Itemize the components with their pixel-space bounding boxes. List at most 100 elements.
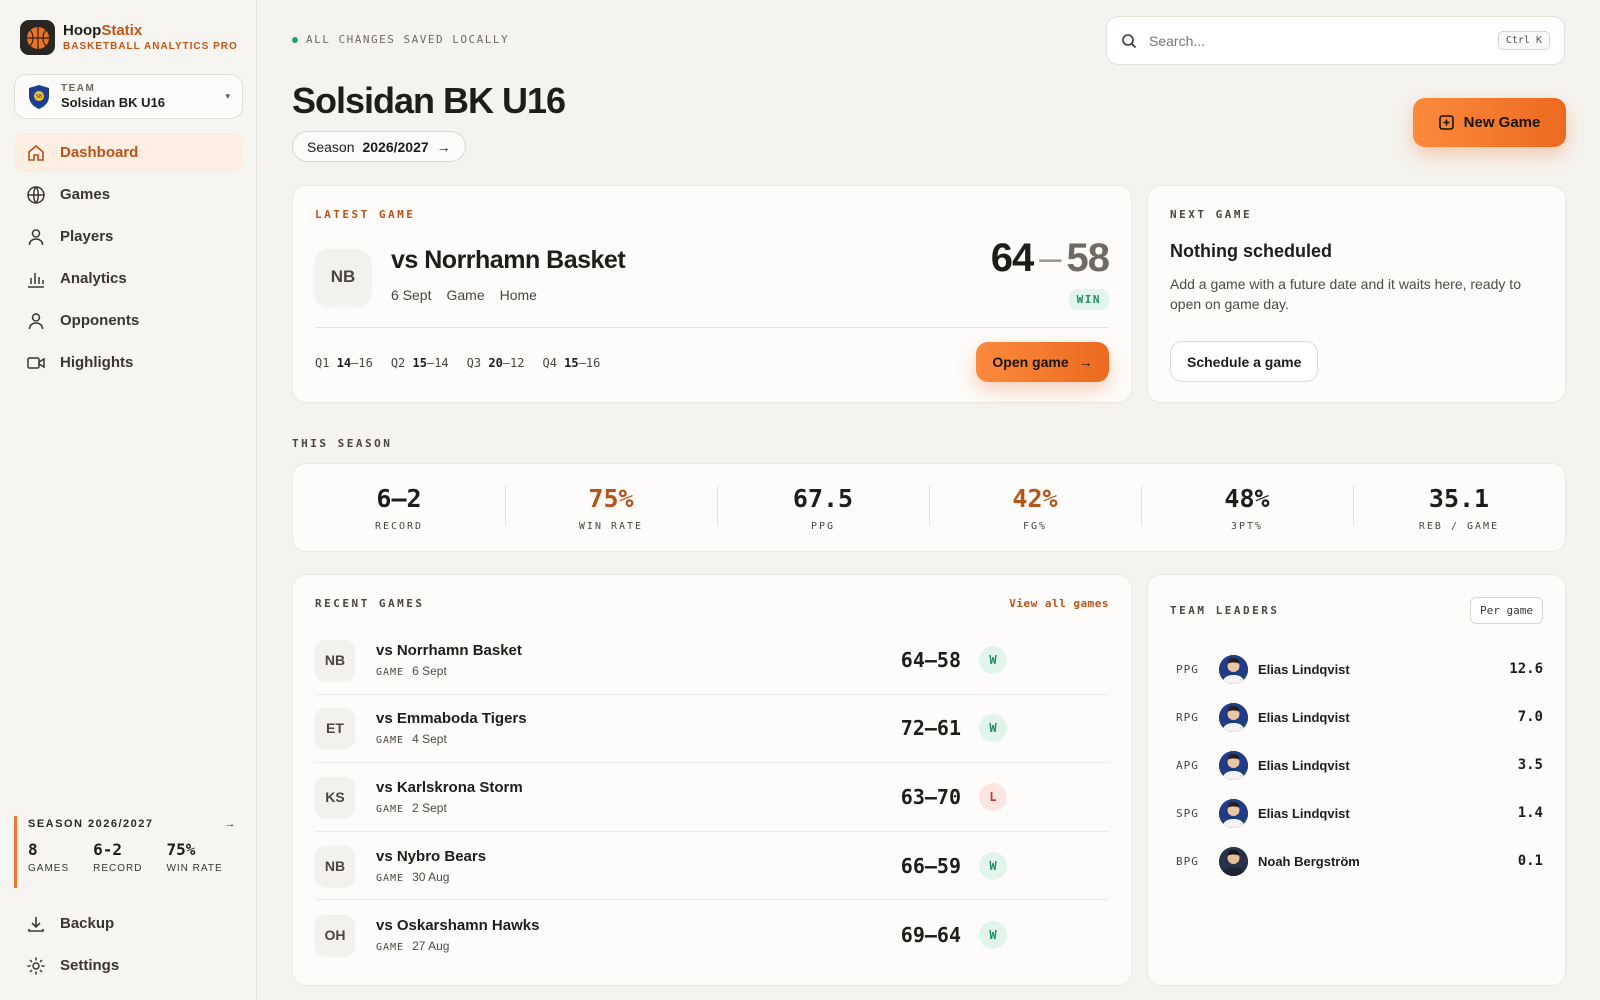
gear-icon	[27, 957, 45, 974]
nav-label: Backup	[60, 915, 115, 932]
sidebar: HoopStatix BASKETBALL ANALYTICS PRO SB T…	[0, 0, 257, 1000]
nav-label: Dashboard	[60, 144, 139, 161]
stat-label: WIN RATE	[166, 863, 223, 874]
stat-win-rate: 75% WIN RATE	[505, 484, 717, 532]
game-row[interactable]: KS vs Karlskrona Storm GAME 2 Sept 63–70 …	[315, 763, 1109, 832]
next-game-eyebrow: NEXT GAME	[1170, 208, 1253, 221]
game-row[interactable]: OH vs Oskarshamn Hawks GAME 27 Aug 69–64 …	[315, 900, 1109, 969]
basketball-logo-icon	[20, 20, 55, 55]
stat-label: PPG	[810, 520, 836, 532]
next-game-card: NEXT GAME Nothing scheduled Add a game w…	[1147, 185, 1566, 403]
main-nav: Dashboard Games Players Analytics Oppone…	[14, 133, 243, 385]
user-icon	[28, 312, 44, 329]
nav-item-highlights[interactable]: Highlights	[14, 343, 243, 382]
brand-name: HoopStatix	[63, 21, 143, 39]
season-stat-win-rate: 75% WIN RATE	[166, 840, 222, 874]
game-score: 66–59	[900, 853, 961, 878]
score-for: 64	[990, 236, 1034, 280]
result-badge: L	[979, 782, 1007, 811]
result-badge: WIN	[1068, 289, 1109, 310]
game-row[interactable]: NB vs Nybro Bears GAME 30 Aug 66–59 W	[315, 832, 1109, 901]
stat-value: 6–2	[376, 483, 422, 513]
download-icon	[28, 916, 44, 932]
recent-games-label: RECENT GAMES	[315, 597, 425, 610]
this-season-label: THIS SEASON	[292, 437, 393, 450]
season-summary-title: SEASON 2026/2027	[28, 818, 154, 830]
search-bar[interactable]: Ctrl K	[1106, 16, 1565, 65]
leader-category: BPG	[1176, 854, 1199, 868]
opponent-name: vs Karlskrona Storm	[376, 778, 523, 796]
leader-row[interactable]: BPG Noah Bergström 0.1	[1170, 837, 1543, 885]
stat-value: 42%	[1012, 483, 1058, 513]
stat-label: REB / GAME	[1418, 520, 1500, 532]
latest-game-card: LATEST GAME NB vs Norrhamn Basket 6 Sept…	[292, 185, 1132, 403]
season-selector[interactable]: Season 2026/2027 →	[292, 131, 466, 162]
latest-game-score: 64–58	[990, 236, 1110, 281]
game-score: 72–61	[900, 716, 961, 741]
score-dash: –	[1039, 236, 1061, 280]
nav-label: Opponents	[60, 312, 140, 329]
home-icon	[28, 144, 44, 161]
player-avatar	[1219, 846, 1248, 876]
game-date: 6 Sept	[391, 287, 432, 303]
opponent-avatar: NB	[315, 249, 371, 305]
leader-row[interactable]: SPG Elias Lindqvist 1.4	[1170, 789, 1543, 837]
game-row[interactable]: ET vs Emmaboda Tigers GAME 4 Sept 72–61 W	[315, 695, 1109, 764]
game-date: 4 Sept	[412, 732, 447, 747]
bottom-nav: Backup Settings	[14, 904, 243, 988]
result-badge: W	[979, 645, 1007, 674]
team-selector[interactable]: SB TEAM Solsidan BK U16 ▾	[14, 74, 243, 119]
open-game-button[interactable]: Open game →	[976, 342, 1109, 382]
season-stat-record: 6-2 RECORD	[93, 840, 142, 874]
per-game-toggle[interactable]: Per game	[1470, 597, 1543, 624]
leader-row[interactable]: RPG Elias Lindqvist 7.0	[1170, 693, 1543, 741]
player-avatar	[1219, 750, 1248, 780]
team-leaders-card: TEAM LEADERS Per game PPG Elias Lindqvis…	[1147, 574, 1566, 986]
search-icon	[1122, 33, 1137, 48]
game-score: 69–64	[900, 922, 961, 947]
opponent-name: vs Norrhamn Basket	[376, 641, 522, 659]
player-avatar	[1219, 798, 1248, 828]
stat-value: 75%	[166, 840, 196, 859]
nav-item-analytics[interactable]: Analytics	[14, 259, 243, 298]
leader-row[interactable]: PPG Elias Lindqvist 12.6	[1170, 645, 1543, 693]
nav-item-settings[interactable]: Settings	[14, 946, 243, 985]
quarter-score: Q3 20–12	[466, 356, 525, 370]
search-input[interactable]	[1149, 32, 1486, 49]
arrow-right-icon: →	[224, 818, 237, 830]
nav-item-games[interactable]: Games	[14, 175, 243, 214]
stat-value: 8	[28, 840, 38, 859]
new-game-button[interactable]: New Game	[1413, 98, 1566, 147]
player-name: Elias Lindqvist	[1258, 709, 1350, 725]
opponent-avatar: NB	[315, 639, 355, 680]
season-value: 2026/2027	[362, 138, 429, 155]
opponent-avatar: KS	[315, 776, 355, 817]
stat-fg-pct: 42% FG%	[929, 484, 1141, 532]
nav-item-backup[interactable]: Backup	[14, 904, 243, 943]
leader-category: SPG	[1176, 806, 1199, 820]
stat-value: 35.1	[1428, 483, 1490, 513]
game-score: 64–58	[900, 647, 961, 672]
game-date: 2 Sept	[412, 800, 447, 815]
game-row[interactable]: NB vs Norrhamn Basket GAME 6 Sept 64–58 W	[315, 626, 1109, 695]
stat-value: 67.5	[792, 483, 854, 513]
chevron-down-icon: ▾	[225, 91, 230, 101]
user-icon	[28, 228, 44, 245]
leader-value: 0.1	[1517, 853, 1543, 869]
brand[interactable]: HoopStatix BASKETBALL ANALYTICS PRO	[20, 20, 238, 55]
stat-value: 48%	[1224, 483, 1270, 513]
nav-item-opponents[interactable]: Opponents	[14, 301, 243, 340]
opponent-name: vs Oskarshamn Hawks	[376, 916, 540, 934]
nav-item-players[interactable]: Players	[14, 217, 243, 256]
view-all-games-link[interactable]: View all games	[1009, 597, 1109, 610]
recent-games-card: RECENT GAMES View all games NB vs Norrha…	[292, 574, 1132, 986]
svg-text:SB: SB	[36, 94, 43, 100]
schedule-game-button[interactable]: Schedule a game	[1170, 341, 1319, 382]
leader-row[interactable]: APG Elias Lindqvist 3.5	[1170, 741, 1543, 789]
next-game-title: Nothing scheduled	[1170, 241, 1332, 261]
nav-item-dashboard[interactable]: Dashboard	[14, 133, 243, 172]
season-summary[interactable]: SEASON 2026/2027 → 8 GAMES 6-2 RECORD 75…	[14, 816, 243, 888]
player-avatar	[1219, 654, 1248, 684]
arrow-right-icon: →	[1078, 354, 1093, 370]
game-venue: Home	[499, 287, 537, 303]
